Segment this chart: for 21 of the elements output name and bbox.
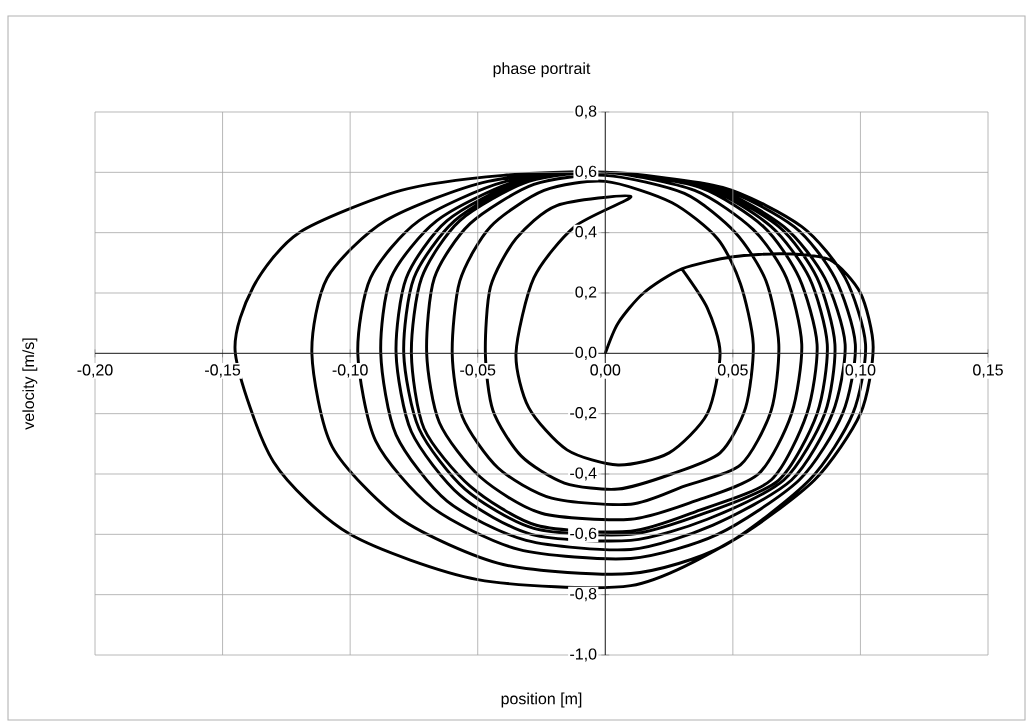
- y-tick-label: -0,8: [570, 588, 597, 602]
- x-tick-label: 0,05: [717, 364, 748, 378]
- y-tick-label: 0,4: [575, 226, 597, 240]
- y-tick-label: -0,4: [570, 467, 597, 481]
- y-tick-label: 0,8: [575, 105, 597, 119]
- y-tick-label: 0,6: [575, 165, 597, 179]
- y-tick-label: -0,6: [570, 527, 597, 541]
- x-tick-label: 0,10: [845, 364, 876, 378]
- x-tick-label: 0,00: [590, 364, 621, 378]
- y-tick-label: 0,0: [575, 346, 597, 360]
- y-tick-label: -0,2: [570, 407, 597, 421]
- x-tick-label: -0,15: [205, 364, 241, 378]
- y-axis-title: velocity [m/s]: [22, 338, 38, 430]
- x-tick-label: 0,15: [973, 364, 1003, 378]
- x-axis-title: position [m]: [501, 692, 582, 708]
- chart-title: phase portrait: [493, 62, 591, 78]
- y-tick-label: 0,2: [575, 286, 597, 300]
- y-tick-label: -1,0: [570, 648, 597, 662]
- x-tick-label: -0,20: [77, 364, 113, 378]
- x-tick-label: -0,10: [332, 364, 368, 378]
- x-tick-label: -0,05: [460, 364, 496, 378]
